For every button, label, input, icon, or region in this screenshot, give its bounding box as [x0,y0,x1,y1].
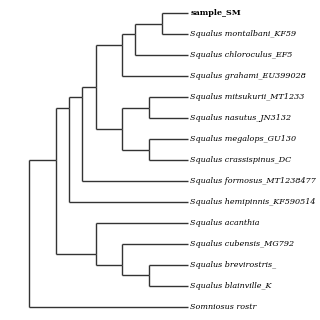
Text: Squalus acanthia: Squalus acanthia [190,219,260,227]
Text: Squalus megalops_GU130: Squalus megalops_GU130 [190,135,297,143]
Text: Squalus mitsukurii_MT1233: Squalus mitsukurii_MT1233 [190,93,305,101]
Text: Squalus blainville_K: Squalus blainville_K [190,282,272,290]
Text: Squalus hemipinnis_KF590514: Squalus hemipinnis_KF590514 [190,198,316,206]
Text: Squalus chloroculus_EF5: Squalus chloroculus_EF5 [190,51,293,59]
Text: Somniosus rostr: Somniosus rostr [190,303,257,311]
Text: Squalus cubensis_MG792: Squalus cubensis_MG792 [190,240,294,248]
Text: sample_SM: sample_SM [190,9,241,17]
Text: Squalus nasutus_JN3132: Squalus nasutus_JN3132 [190,114,292,122]
Text: Squalus grahami_EU399028: Squalus grahami_EU399028 [190,72,306,80]
Text: Squalus crassispinus_DC: Squalus crassispinus_DC [190,156,292,164]
Text: Squalus brevirostris_: Squalus brevirostris_ [190,261,276,269]
Text: Squalus formosus_MT1238477: Squalus formosus_MT1238477 [190,177,316,185]
Text: Squalus montalbani_KF59: Squalus montalbani_KF59 [190,30,297,38]
